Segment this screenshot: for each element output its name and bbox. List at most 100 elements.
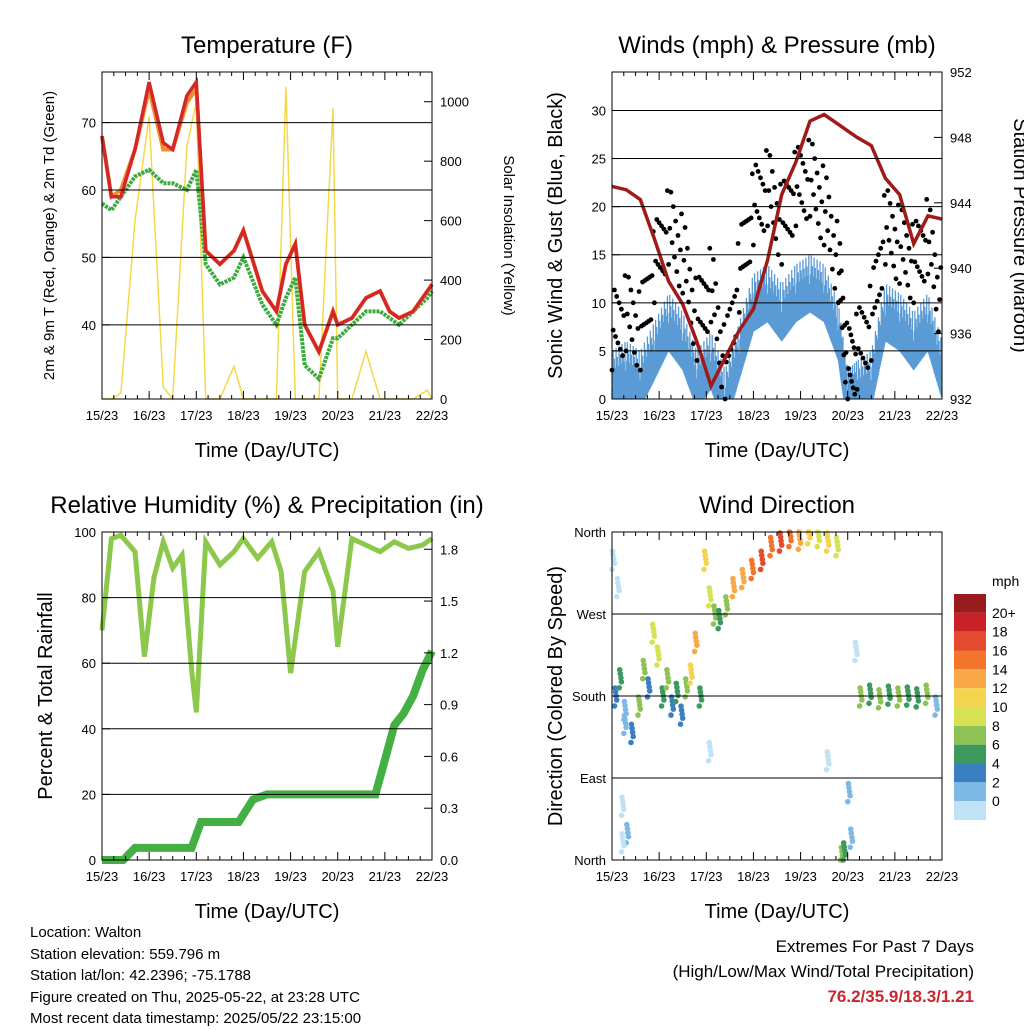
gust-point — [674, 269, 680, 274]
gust-point — [937, 297, 942, 302]
gust-point — [667, 225, 673, 231]
gust-point — [843, 379, 848, 385]
y-tick-label-right: 0.3 — [440, 801, 458, 816]
gust-point — [808, 177, 814, 183]
y-axis-label-left: Sonic Wind & Gust (Blue, Black) — [545, 92, 567, 379]
gust-point — [620, 353, 625, 359]
direction-point — [778, 542, 785, 548]
gust-point — [721, 322, 727, 327]
gust-point — [934, 274, 940, 280]
gust-point — [877, 292, 882, 298]
gust-point — [868, 358, 874, 363]
y-tick-label-right: 1000 — [440, 95, 469, 110]
gust-point — [866, 324, 872, 330]
x-tick-label: 18/23 — [737, 408, 770, 423]
colorbar-swatch — [954, 725, 986, 745]
gust-point — [807, 213, 813, 219]
direction-point — [665, 679, 672, 685]
direction-point — [646, 688, 653, 694]
direction-point — [826, 542, 832, 548]
gust-point — [817, 185, 822, 190]
gust-point — [893, 276, 899, 282]
y-tick-label-left: 60 — [82, 656, 96, 671]
direction-point — [611, 560, 618, 567]
gust-point — [861, 314, 867, 320]
direction-point — [885, 701, 891, 707]
y-tick-label-left: 40 — [82, 722, 96, 737]
direction-point — [823, 767, 830, 773]
colorbar-label: 10 — [992, 699, 1008, 715]
extremes-title: Extremes For Past 7 Days — [775, 937, 974, 956]
gust-point — [612, 287, 617, 293]
gust-point — [926, 239, 932, 245]
colorbar-label: 8 — [992, 718, 1000, 734]
direction-point — [915, 698, 922, 704]
gust-point — [694, 358, 700, 363]
gust-point — [789, 233, 795, 238]
gust-point — [859, 310, 865, 315]
colorbar-swatch — [954, 612, 986, 632]
y-tick-label-right: 200 — [440, 333, 462, 348]
gust-point — [900, 257, 906, 262]
extremes-subtitle: (High/Low/Max Wind/Total Precipitation) — [672, 962, 974, 981]
y-tick-label-left: 70 — [82, 116, 96, 131]
direction-point — [750, 565, 756, 572]
direction-point — [757, 566, 764, 573]
gust-point — [755, 169, 761, 174]
direction-point — [670, 706, 677, 712]
gust-point — [853, 351, 858, 357]
gust-point — [712, 312, 717, 318]
y-tick-label-left: 20 — [82, 787, 96, 802]
direction-point — [847, 844, 853, 850]
direction-point — [611, 703, 618, 709]
gust-point — [897, 281, 902, 286]
y-tick-label-right: 1.8 — [440, 542, 458, 557]
gust-point — [903, 270, 908, 275]
x-tick-label: 19/23 — [274, 408, 307, 423]
direction-point — [767, 534, 774, 541]
y-tick-label-left: 50 — [82, 250, 96, 265]
colorbar-label: 2 — [992, 774, 1000, 790]
gust-point — [850, 338, 855, 344]
gust-point — [679, 211, 684, 217]
gust-point — [881, 193, 887, 198]
gust-point — [673, 218, 678, 224]
x-tick-label: 21/23 — [369, 408, 402, 423]
direction-point — [845, 780, 852, 787]
x-tick-label: 21/23 — [879, 408, 912, 423]
direction-point — [788, 537, 794, 544]
direction-point — [847, 792, 853, 799]
gust-point — [892, 226, 898, 232]
gust-point — [846, 366, 851, 371]
x-tick-label: 20/23 — [321, 408, 354, 423]
direction-point — [614, 593, 620, 600]
direction-point — [724, 606, 731, 612]
gust-point — [916, 223, 921, 229]
direction-point — [705, 757, 712, 764]
gust-point — [815, 221, 821, 226]
y-tick-label-left: 15 — [592, 248, 606, 263]
gust-point — [867, 283, 873, 289]
direction-point — [740, 570, 746, 577]
direction-point — [816, 537, 823, 544]
gust-point — [919, 274, 925, 279]
gust-point — [894, 239, 900, 245]
direction-point — [618, 849, 625, 855]
direction-point — [866, 682, 873, 688]
direction-point — [696, 703, 703, 709]
gust-point — [800, 161, 806, 166]
gust-point — [825, 228, 831, 234]
direction-point — [654, 662, 660, 668]
gust-point — [718, 329, 723, 335]
y-axis-label-left: 2m & 9m T (Red, Orange) & 2m Td (Green) — [41, 91, 58, 380]
gust-point — [936, 329, 941, 335]
direction-point — [814, 543, 820, 550]
gust-point — [865, 365, 871, 371]
x-tick-label: 19/23 — [784, 869, 817, 884]
gust-point — [686, 299, 691, 305]
direction-point — [691, 648, 698, 655]
y-tick-label-left: North — [574, 525, 606, 540]
gust-point — [614, 294, 620, 299]
gust-point — [760, 181, 766, 187]
